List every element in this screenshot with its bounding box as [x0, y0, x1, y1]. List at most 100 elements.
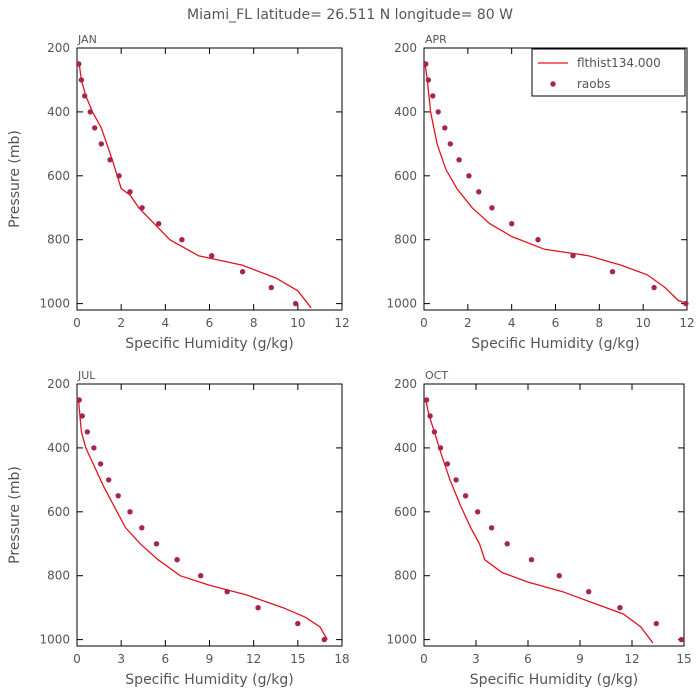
y-tick-label: 1000 [386, 297, 417, 311]
y-axis-title: Pressure (mb) [7, 466, 23, 564]
x-tick-label: 10 [290, 316, 305, 330]
x-tick-label: 9 [576, 652, 584, 666]
panel-apr: 0 2 4 6 8 10 12 200 400 600 800 1000 APR Specific Hum… [386, 33, 694, 352]
series-point-raobs [509, 221, 515, 227]
x-tick-label: 0 [73, 652, 81, 666]
y-tick-label: 600 [47, 169, 70, 183]
series-point-raobs [106, 477, 112, 483]
series-point-raobs [430, 93, 436, 99]
series-point-raobs [116, 173, 122, 179]
series-point-raobs [653, 620, 659, 627]
x-tick-label: 6 [552, 316, 560, 330]
y-tick-label: 200 [47, 41, 70, 55]
series-point-raobs [153, 541, 160, 547]
x-tick-label: 4 [162, 316, 170, 330]
series-point-raobs [295, 620, 301, 627]
x-tick-label: 0 [420, 652, 428, 666]
x-tick-label: 4 [508, 316, 516, 330]
series-point-raobs [107, 157, 113, 163]
series-point-raobs [444, 461, 451, 467]
y-axis-title: Pressure (mb) [7, 130, 23, 228]
x-tick-label: 15 [290, 652, 305, 666]
x-axis-title: Specific Humidity (g/kg) [470, 672, 638, 688]
plot-frame [423, 383, 685, 647]
series-point-raobs [442, 125, 448, 131]
y-tick-label: 400 [394, 105, 417, 119]
x-tick-label: 6 [162, 652, 170, 666]
series-point-raobs [268, 284, 274, 291]
x-tick-label: 12 [679, 316, 694, 330]
series-point-raobs [476, 189, 482, 195]
panel-label: APR [425, 33, 447, 46]
series-point-raobs [586, 589, 592, 595]
series-point-raobs [79, 413, 85, 419]
x-tick-label: 15 [676, 652, 691, 666]
x-tick-label: 0 [420, 316, 428, 330]
x-tick-label: 2 [464, 316, 472, 330]
series-point-raobs [423, 397, 430, 403]
y-tick-label: 400 [394, 441, 417, 455]
series-point-raobs [98, 141, 105, 147]
x-tick-label: 8 [596, 316, 604, 330]
legend-box [531, 48, 686, 97]
panel-jul: 0 3 6 9 12 15 18 200 400 600 800 1000 JUL Specific Hu… [7, 369, 350, 688]
series-line-model [425, 399, 654, 644]
plot-frame [76, 383, 343, 647]
y-tick-label: 200 [394, 377, 417, 391]
panel-jan: 0 2 4 6 8 10 12 200 400 600 800 1000 JAN Specific Hum… [7, 33, 350, 352]
y-tick-label: 800 [394, 569, 417, 583]
series-point-raobs [453, 477, 459, 483]
series-point-raobs [84, 429, 91, 435]
y-tick-label: 800 [394, 233, 417, 247]
panel-label: JAN [77, 33, 97, 46]
x-tick-label: 12 [246, 652, 261, 666]
x-axis-title: Specific Humidity (g/kg) [471, 336, 639, 352]
plot-frame [76, 47, 343, 311]
series-point-raobs [198, 573, 204, 579]
series-point-raobs [435, 109, 441, 115]
series-point-raobs [78, 77, 85, 83]
series-point-raobs [570, 253, 576, 259]
y-tick-label: 400 [47, 105, 70, 119]
series-point-raobs [678, 636, 685, 643]
series-point-raobs [423, 61, 429, 67]
series-line-model [77, 399, 328, 640]
x-tick-label: 3 [117, 652, 125, 666]
x-axis-title: Specific Humidity (g/kg) [125, 672, 293, 688]
series-point-raobs [82, 93, 88, 99]
series-point-raobs [617, 605, 623, 611]
series-point-raobs [224, 589, 230, 595]
series-point-raobs [76, 61, 82, 67]
x-tick-label: 3 [472, 652, 480, 666]
series-point-raobs [427, 413, 433, 419]
legend-point-swatch [550, 81, 556, 87]
y-tick-label: 800 [47, 569, 70, 583]
x-tick-label: 6 [206, 316, 214, 330]
series-point-raobs [87, 109, 94, 115]
series-point-raobs [97, 461, 104, 467]
y-tick-label: 1000 [39, 297, 70, 311]
series-point-raobs [139, 525, 145, 531]
legend: flthist134.000 raobs [531, 48, 686, 97]
series-point-raobs [115, 493, 121, 499]
series-point-raobs [528, 557, 535, 563]
x-tick-label: 2 [117, 316, 125, 330]
series-point-raobs [179, 237, 185, 243]
panel-label: JUL [77, 369, 96, 382]
x-tick-label: 0 [73, 316, 81, 330]
figure-title: Miami_FL latitude= 26.511 N longitude= 8… [187, 7, 513, 23]
series-point-raobs [447, 141, 453, 147]
series-point-raobs [651, 284, 657, 291]
series-line-model [78, 63, 312, 309]
series-point-raobs [431, 429, 438, 435]
x-tick-label: 8 [250, 316, 258, 330]
y-tick-label: 600 [394, 169, 417, 183]
series-point-raobs [466, 173, 472, 179]
y-tick-label: 200 [47, 377, 70, 391]
series-point-raobs [292, 300, 299, 307]
y-tick-label: 200 [394, 41, 417, 55]
x-tick-label: 18 [334, 652, 349, 666]
legend-label-model: flthist134.000 [577, 56, 661, 70]
y-tick-label: 600 [394, 505, 417, 519]
series-point-raobs [127, 509, 133, 515]
